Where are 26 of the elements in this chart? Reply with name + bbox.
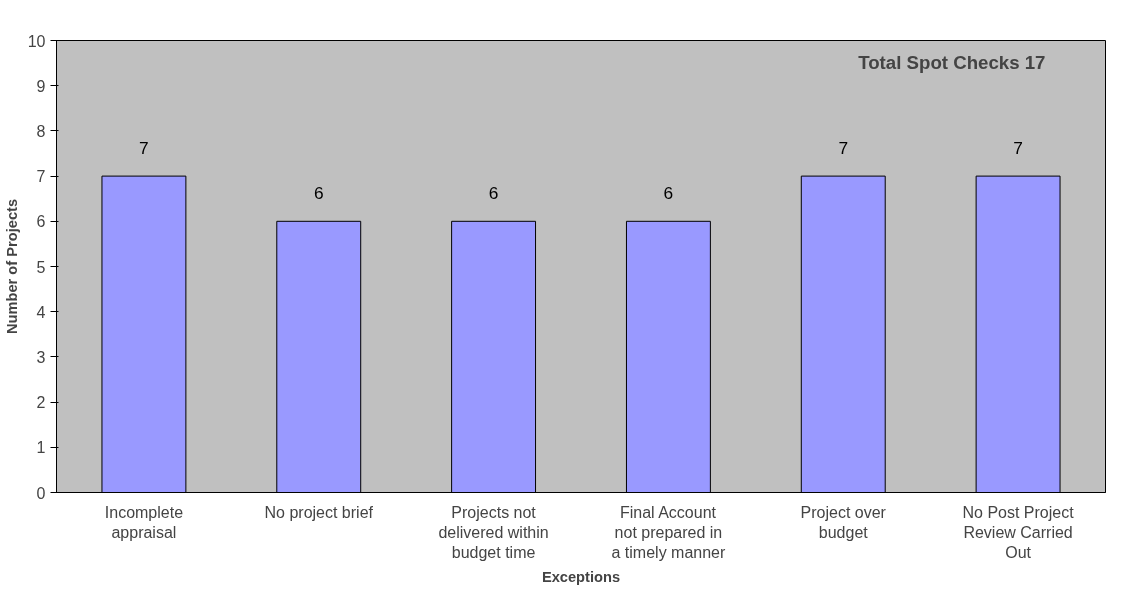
y-tick-label: 7	[36, 168, 46, 186]
data-label: 6	[663, 183, 674, 204]
y-tick-label: 5	[36, 258, 46, 276]
x-tick-label: Project over budget	[800, 503, 887, 541]
x-tick-label: Projects not delivered within budget time	[438, 503, 549, 562]
data-label: 7	[139, 138, 149, 159]
y-tick-label: 9	[36, 77, 46, 95]
text: Total Spot Checks 17	[858, 52, 1046, 73]
data-label: 7	[1013, 138, 1023, 159]
data-label: 6	[488, 183, 499, 204]
y-tick-label: 1	[36, 439, 46, 457]
x-tick-label: No Post Project Review Carried Out	[962, 503, 1075, 562]
y-tick-label: 2	[36, 394, 46, 412]
data-label: 7	[838, 138, 849, 159]
y-tick-label: 8	[36, 122, 46, 140]
y-tick-label: 0	[36, 484, 46, 502]
x-axis-title: Exceptions	[541, 569, 621, 586]
data-label: 6	[313, 183, 324, 204]
y-tick-label: 4	[36, 303, 46, 321]
y-axis-title: Number of Projects	[3, 198, 20, 335]
x-tick-label: No project brief	[264, 503, 374, 521]
y-tick-label: 10	[27, 32, 46, 50]
x-tick-label: Final Account not prepared in a timely manner	[611, 503, 726, 562]
x-tick-label: Incomplete appraisal	[104, 503, 184, 541]
y-tick-label: 6	[36, 213, 46, 231]
y-tick-label: 3	[36, 348, 46, 366]
